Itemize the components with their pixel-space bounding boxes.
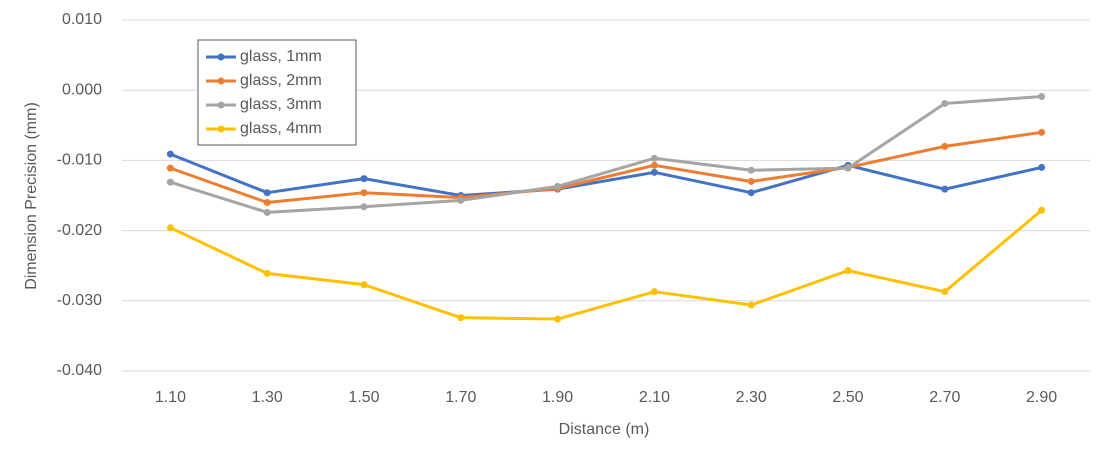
point (747, 166, 755, 174)
y-tick-label: -0.040 (57, 362, 102, 379)
point (650, 154, 658, 162)
legend-label: glass, 3mm (240, 96, 322, 113)
x-tick-label: 1.10 (155, 389, 186, 406)
point (1038, 206, 1046, 214)
x-tick-label: 2.70 (929, 389, 960, 406)
x-tick-label: 1.30 (252, 389, 283, 406)
x-tick-label: 2.90 (1026, 389, 1057, 406)
x-tick-label: 2.50 (832, 389, 863, 406)
legend-marker (217, 101, 225, 109)
point (457, 196, 465, 204)
series-line (169, 95, 1042, 214)
point (844, 164, 852, 172)
point (360, 189, 368, 197)
point (360, 281, 368, 289)
point (166, 150, 174, 158)
point (1038, 93, 1046, 101)
point (747, 177, 755, 185)
point (457, 314, 465, 322)
x-tick-label: 1.70 (445, 389, 476, 406)
point (360, 203, 368, 211)
point (747, 301, 755, 309)
point (650, 161, 658, 169)
point (941, 142, 949, 150)
series-line (169, 152, 1042, 197)
legend-label: glass, 1mm (240, 48, 322, 65)
point (941, 288, 949, 296)
point (360, 175, 368, 183)
point (554, 315, 562, 323)
point (941, 185, 949, 193)
series-line (169, 130, 1042, 205)
x-tick-label: 1.90 (542, 389, 573, 406)
x-axis-title: Distance (m) (559, 421, 650, 438)
x-tick-label: 2.30 (736, 389, 767, 406)
point (166, 224, 174, 232)
y-tick-label: 0.010 (62, 11, 102, 28)
legend-marker (217, 77, 225, 85)
legend-marker (217, 53, 225, 61)
point (747, 189, 755, 197)
legend-marker (217, 125, 225, 133)
point (263, 199, 271, 207)
point (1038, 128, 1046, 136)
x-tick-label: 2.10 (639, 389, 670, 406)
x-tick-label: 1.50 (348, 389, 379, 406)
point (941, 100, 949, 108)
y-tick-label: -0.010 (57, 152, 102, 169)
point (650, 288, 658, 296)
y-tick-label: -0.020 (57, 222, 102, 239)
y-tick-label: -0.030 (57, 292, 102, 309)
point (844, 267, 852, 275)
legend-label: glass, 2mm (240, 72, 322, 89)
point (166, 178, 174, 186)
series-line (169, 209, 1043, 321)
point (263, 269, 271, 277)
y-axis-title: Dimension Precision (mm) (23, 102, 40, 290)
legend-label: glass, 4mm (240, 120, 322, 137)
point (554, 182, 562, 190)
y-tick-label: 0.000 (62, 81, 102, 98)
point (166, 164, 174, 172)
point (263, 189, 271, 197)
point (263, 208, 271, 216)
point (650, 168, 658, 176)
point (1038, 163, 1046, 171)
